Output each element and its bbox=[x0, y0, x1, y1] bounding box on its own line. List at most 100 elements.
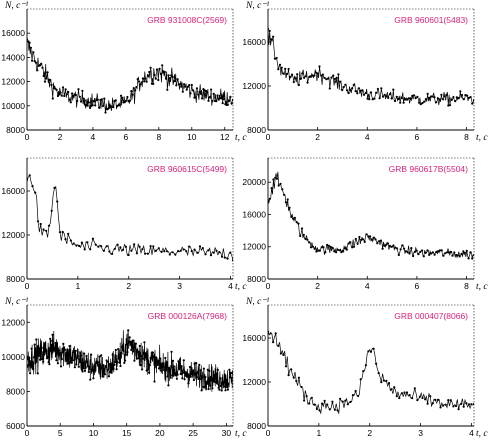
data-point bbox=[119, 246, 122, 249]
x-tick-label: 2 bbox=[315, 132, 320, 142]
data-point bbox=[356, 92, 359, 95]
series-trace-group bbox=[268, 27, 474, 107]
data-point bbox=[459, 90, 462, 93]
data-point bbox=[398, 396, 401, 400]
data-point bbox=[442, 404, 445, 407]
data-point bbox=[413, 250, 416, 253]
data-point bbox=[411, 397, 414, 400]
data-point bbox=[465, 402, 468, 405]
data-point bbox=[45, 350, 48, 353]
data-point bbox=[176, 78, 179, 81]
data-point bbox=[121, 96, 124, 99]
data-point bbox=[56, 362, 60, 365]
data-point bbox=[403, 247, 406, 250]
x-tick-label: 30 bbox=[222, 428, 232, 438]
data-point bbox=[190, 83, 193, 87]
data-point bbox=[67, 232, 70, 235]
data-point bbox=[358, 235, 361, 239]
data-point bbox=[308, 402, 311, 405]
data-point bbox=[83, 369, 86, 372]
data-point bbox=[113, 247, 116, 250]
data-point bbox=[320, 74, 323, 77]
y-axis-label: N, c⁻¹ bbox=[245, 1, 269, 11]
data-point bbox=[268, 197, 271, 200]
data-point bbox=[154, 356, 158, 359]
y-tick-label: 8000 bbox=[6, 386, 25, 396]
data-point bbox=[153, 380, 156, 383]
data-point bbox=[102, 364, 105, 367]
data-point bbox=[354, 389, 357, 393]
data-point bbox=[426, 249, 429, 252]
x-axis-label: t, c bbox=[476, 133, 488, 143]
data-point bbox=[108, 363, 111, 366]
data-point bbox=[38, 64, 42, 67]
data-point bbox=[55, 359, 58, 362]
data-point bbox=[159, 366, 162, 370]
data-point bbox=[49, 78, 52, 82]
data-point bbox=[331, 246, 334, 249]
data-point bbox=[160, 369, 163, 372]
data-point bbox=[181, 90, 184, 93]
data-point bbox=[209, 254, 213, 257]
data-point bbox=[322, 246, 325, 249]
data-point bbox=[178, 360, 181, 363]
data-point bbox=[98, 355, 101, 358]
data-point bbox=[39, 358, 43, 361]
data-point bbox=[383, 244, 386, 247]
data-point bbox=[279, 352, 282, 355]
data-point bbox=[460, 252, 463, 255]
data-point bbox=[455, 96, 458, 99]
data-point bbox=[69, 101, 72, 104]
data-point bbox=[188, 84, 191, 87]
data-point bbox=[211, 99, 214, 103]
data-point bbox=[381, 95, 385, 98]
data-point bbox=[410, 247, 413, 250]
data-point bbox=[185, 250, 188, 253]
data-point bbox=[347, 242, 350, 245]
data-point bbox=[284, 201, 287, 204]
series-line bbox=[268, 331, 474, 415]
data-point bbox=[318, 409, 321, 412]
data-point bbox=[418, 395, 421, 398]
data-point bbox=[73, 366, 76, 369]
data-point bbox=[34, 61, 38, 64]
data-point bbox=[231, 98, 233, 101]
y-tick-label: 16000 bbox=[242, 37, 266, 47]
data-point bbox=[440, 249, 443, 252]
x-tick-label: 3 bbox=[177, 281, 182, 291]
data-point bbox=[195, 375, 198, 379]
data-point bbox=[204, 376, 207, 379]
data-point bbox=[124, 245, 127, 248]
data-point bbox=[288, 206, 291, 209]
data-point bbox=[363, 93, 366, 96]
data-point bbox=[290, 215, 293, 218]
data-point bbox=[272, 35, 275, 38]
data-point bbox=[130, 249, 133, 252]
data-point bbox=[98, 106, 101, 109]
data-point bbox=[141, 248, 144, 251]
data-point bbox=[157, 247, 160, 250]
data-point bbox=[227, 382, 230, 385]
data-point bbox=[124, 353, 127, 356]
data-point bbox=[43, 80, 47, 83]
data-point bbox=[407, 97, 410, 100]
data-point bbox=[117, 348, 120, 351]
chart-panel-5: 6000 8000 10000 12000 0 5 10 15 20 25 30 N, c⁻¹ t, c… bbox=[1, 297, 247, 439]
data-point bbox=[435, 250, 438, 253]
x-tick-label: 6 bbox=[415, 281, 420, 291]
data-point bbox=[222, 98, 226, 101]
data-point bbox=[466, 94, 469, 97]
data-point bbox=[431, 251, 434, 254]
chart-panel-4: 8000 12000 16000 20000 0 2 4 6 8 t, c GRB 960617B(… bbox=[242, 157, 488, 292]
data-point bbox=[316, 72, 319, 75]
data-point bbox=[399, 101, 402, 104]
data-point bbox=[388, 93, 391, 96]
data-point bbox=[203, 386, 206, 389]
data-point bbox=[35, 338, 38, 341]
data-point bbox=[367, 235, 370, 238]
data-point bbox=[34, 191, 37, 194]
data-point bbox=[406, 251, 409, 254]
data-point bbox=[118, 361, 121, 364]
data-point bbox=[119, 364, 122, 368]
data-point bbox=[199, 92, 202, 95]
